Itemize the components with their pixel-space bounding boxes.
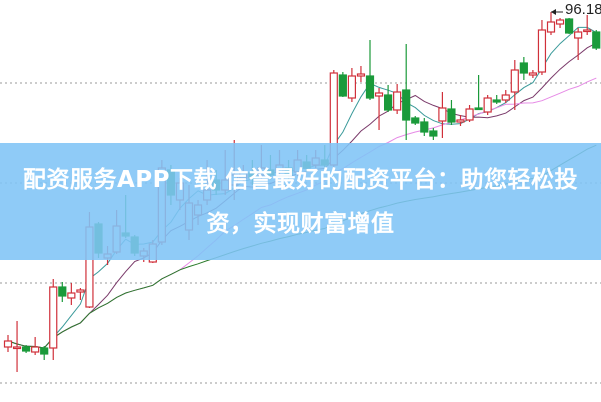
candle-up [356,73,366,77]
candle-up [537,29,547,73]
candle-up [31,346,40,353]
candle-down [429,130,438,137]
candle-down [492,99,501,103]
candle-down [519,62,528,74]
candle-up [483,97,492,113]
candle-down [420,121,429,133]
candle-up [67,292,76,299]
promo-banner[interactable]: 配资服务APP下载 信誉最好的配资平台：助您轻松投资，实现财富增值 [0,143,601,260]
candle-up [347,75,356,99]
candle-up [528,72,538,76]
max-price-label: 96.18 [565,1,601,18]
candle-up [12,346,22,350]
candle-down [447,108,456,123]
banner-text: 配资服务APP下载 信誉最好的配资平台：助您轻松投资，实现财富增值 [22,166,579,237]
candle-down [564,18,574,34]
candle-up [456,119,465,123]
candle-down [338,74,347,97]
candle-up [501,94,510,101]
candle-up [49,286,58,349]
candle-down [365,75,375,99]
candle-down [22,346,31,352]
candle-up [438,107,447,122]
candle-up [76,289,85,293]
candle-up [546,21,556,33]
candle-down [58,286,67,297]
candle-down [384,94,393,111]
candle-down [474,107,483,111]
candle-down [402,89,411,121]
candle-down [40,347,49,355]
candle-up [465,108,474,121]
candle-down [592,31,601,49]
candle-up [3,340,13,348]
candle-down [411,117,420,124]
candle-up [583,29,592,33]
candle-up [374,92,384,97]
max-marker-arrow-icon [551,9,556,15]
candle-up [510,69,519,93]
candle-up [393,91,402,111]
candle-up [555,19,565,25]
candle-up [574,31,583,39]
